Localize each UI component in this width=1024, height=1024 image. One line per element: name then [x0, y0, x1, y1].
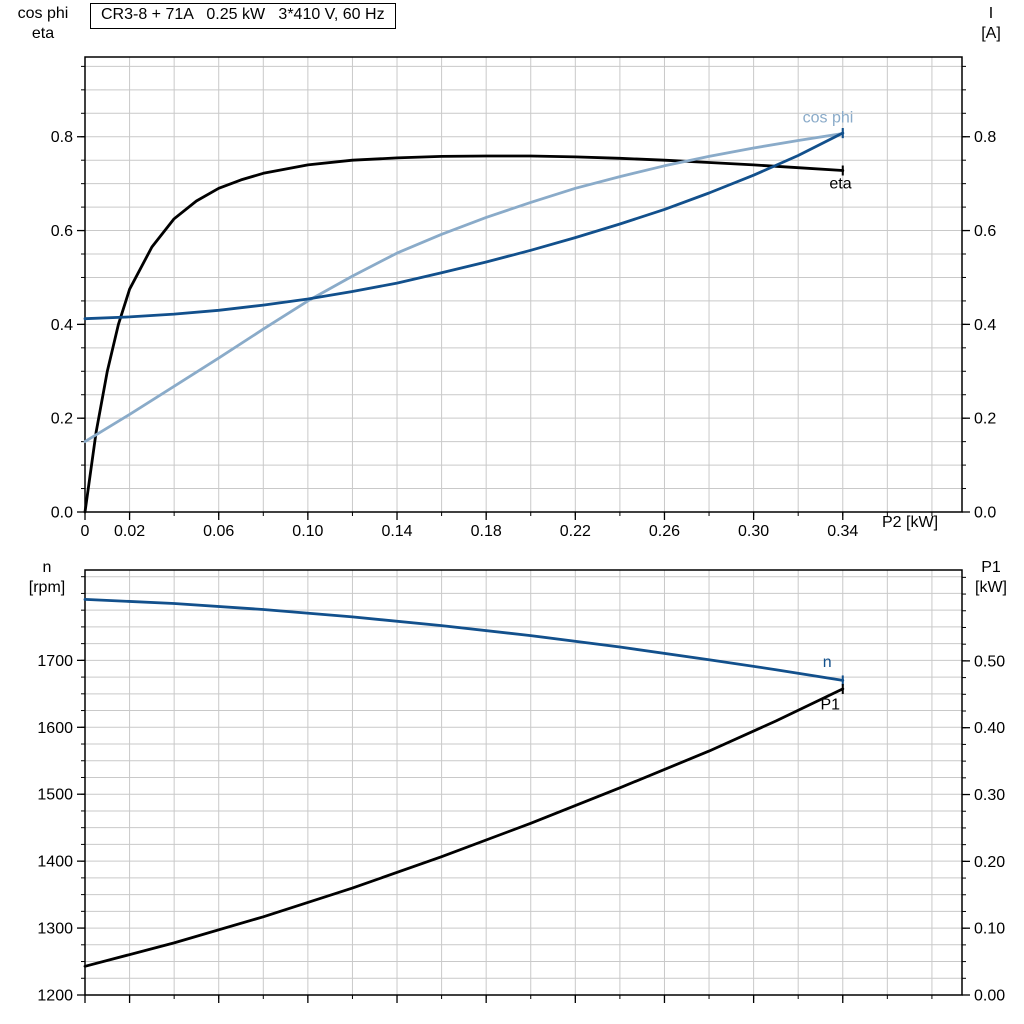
x-tick-label: 0.18: [471, 523, 502, 540]
speed-axis-label-line1: n: [42, 559, 52, 576]
speed-power-chart: 1200 1300 1400 1500 1600 1700 0.00 0.10 0.20 0.30…: [37, 569, 1005, 1005]
x-axis-label: P2 [kW]: [882, 514, 939, 531]
x-tick-label: 0.26: [649, 523, 680, 540]
x-tick-label: 0.06: [203, 523, 234, 540]
y-left-tick-label: 1200: [37, 988, 73, 1005]
y-right-tick-label: 0.00: [974, 988, 1005, 1005]
curve-label-p1: P1: [820, 697, 840, 714]
motor-performance-chart: 0 0.02 0.06 0.10 0.14 0.18 0.22 0.26 0.30 0.34 0.0…: [51, 56, 996, 540]
x-tick-label: 0.14: [381, 523, 412, 540]
curve-current: [83, 131, 845, 321]
y-left-tick-label: 0.8: [51, 129, 73, 146]
y-left-tick-label: 0.6: [51, 223, 73, 240]
power-axis-label-line2: [kW]: [975, 579, 1007, 596]
y-left-tick-label: 0.2: [51, 411, 73, 428]
y-left-tick-label: 0.0: [51, 505, 73, 522]
y-right-axis-label-line2: [A]: [981, 25, 1001, 42]
curve-label-eta: eta: [829, 175, 851, 192]
y-left-tick-label: 1300: [37, 921, 73, 938]
plot-frame: [84, 56, 963, 513]
y-left-axis-label-line1: cos phi: [17, 5, 69, 22]
curve-speed: [83, 598, 845, 682]
y-right-axis-label-line1: I: [988, 5, 994, 22]
y-left-tick-label: 1700: [37, 653, 73, 670]
curve-cos-phi: [83, 132, 845, 444]
x-tick-label: 0.30: [738, 523, 769, 540]
plot-frame: [84, 569, 963, 996]
y-left-tick-label: 1600: [37, 720, 73, 737]
y-right-tick-label: 0.20: [974, 854, 1005, 871]
top-left-axis-label: cos phi eta: [4, 4, 82, 44]
curve-label-speed: n: [823, 654, 832, 671]
curve-p1: [83, 687, 845, 968]
y-left-tick-label: 1400: [37, 854, 73, 871]
y-right-tick-label: 0.0: [974, 505, 996, 522]
y-left-axis-label-line2: eta: [31, 25, 55, 42]
top-right-axis-label: I [A]: [962, 4, 1020, 44]
y-left-tick-label: 0.4: [51, 317, 73, 334]
x-tick-label: 0: [81, 523, 90, 540]
y-right-tick-label: 0.50: [974, 653, 1005, 670]
y-right-tick-label: 0.8: [974, 129, 996, 146]
bottom-chart-right-axis-label: P1 [kW]: [962, 558, 1020, 598]
speed-axis-label-line2: [rpm]: [28, 579, 66, 596]
x-tick-label: 0.10: [292, 523, 323, 540]
y-right-tick-label: 0.4: [974, 317, 996, 334]
y-right-tick-label: 0.6: [974, 223, 996, 240]
y-right-tick-label: 0.30: [974, 787, 1005, 804]
y-right-tick-label: 0.10: [974, 921, 1005, 938]
curve-label-cos-phi: cos phi: [803, 110, 854, 127]
y-left-tick-label: 1500: [37, 787, 73, 804]
bottom-chart-left-axis-label: n [rpm]: [12, 558, 82, 598]
power-axis-label-line1: P1: [981, 559, 1001, 576]
curve-eta: [83, 154, 845, 514]
chart-title-box: CR3-8 + 71A 0.25 kW 3*410 V, 60 Hz: [90, 3, 396, 29]
y-right-tick-label: 0.40: [974, 720, 1005, 737]
y-right-tick-label: 0.2: [974, 411, 996, 428]
x-tick-label: 0.34: [827, 523, 858, 540]
x-tick-label: 0.02: [114, 523, 145, 540]
x-tick-label: 0.22: [560, 523, 591, 540]
